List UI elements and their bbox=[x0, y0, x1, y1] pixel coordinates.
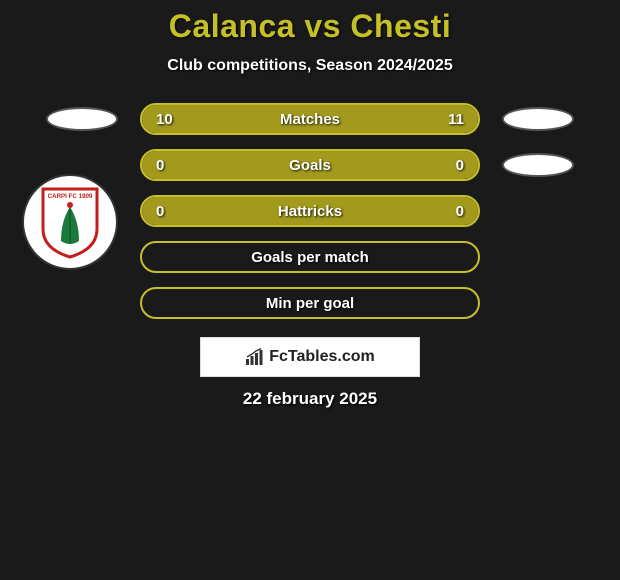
right-team-slot bbox=[498, 290, 578, 316]
right-team-slot bbox=[498, 244, 578, 270]
date: 22 february 2025 bbox=[0, 389, 620, 409]
right-team-slot bbox=[498, 152, 578, 178]
stat-label: Hattricks bbox=[278, 203, 342, 220]
stat-label: Goals bbox=[289, 157, 331, 174]
left-team-slot bbox=[42, 290, 122, 316]
stat-row: 10 Matches 11 bbox=[0, 103, 620, 135]
stat-row: 0 Goals 0 bbox=[0, 149, 620, 181]
stat-label: Goals per match bbox=[251, 249, 369, 266]
right-team-slot bbox=[498, 106, 578, 132]
svg-text:CARPI FC 1909: CARPI FC 1909 bbox=[48, 193, 93, 200]
stat-label: Min per goal bbox=[266, 295, 354, 312]
club-badge-left: CARPI FC 1909 bbox=[22, 174, 118, 270]
footer-logo: FcTables.com bbox=[200, 337, 420, 377]
chart-icon bbox=[245, 348, 265, 366]
stat-left-value: 10 bbox=[156, 111, 173, 128]
stat-right-value: 0 bbox=[456, 157, 464, 174]
stat-bar: 0 Goals 0 bbox=[140, 149, 480, 181]
stat-right-value: 0 bbox=[456, 203, 464, 220]
left-team-slot bbox=[42, 106, 122, 132]
club-shield: CARPI FC 1909 bbox=[39, 185, 101, 259]
team-ellipse-right bbox=[502, 153, 574, 177]
stat-bar: Goals per match bbox=[140, 241, 480, 273]
team-ellipse-left bbox=[46, 107, 118, 131]
subtitle: Club competitions, Season 2024/2025 bbox=[0, 57, 620, 75]
right-team-slot bbox=[498, 198, 578, 224]
team-ellipse-right bbox=[502, 107, 574, 131]
stat-left-value: 0 bbox=[156, 203, 164, 220]
stat-label: Matches bbox=[280, 111, 340, 128]
stat-bar: Min per goal bbox=[140, 287, 480, 319]
stat-row: Min per goal bbox=[0, 287, 620, 319]
left-team-slot bbox=[42, 152, 122, 178]
stat-left-value: 0 bbox=[156, 157, 164, 174]
stat-bar: 10 Matches 11 bbox=[140, 103, 480, 135]
stat-bar: 0 Hattricks 0 bbox=[140, 195, 480, 227]
footer-logo-text: FcTables.com bbox=[269, 348, 375, 366]
page-title: Calanca vs Chesti bbox=[0, 8, 620, 45]
stat-right-value: 11 bbox=[448, 111, 464, 128]
